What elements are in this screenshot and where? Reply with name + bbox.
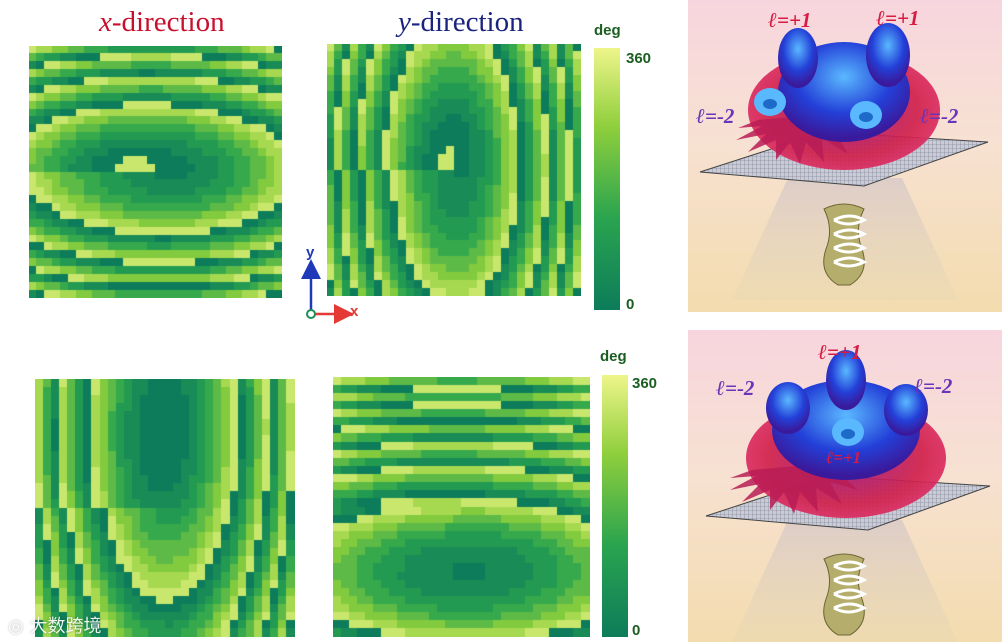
colorbar-bottom-unit: deg (600, 348, 627, 365)
x-heading-suffix: -direction (111, 6, 225, 38)
x-direction-heading: x-direction (99, 5, 225, 39)
watermark: ◎ 大数跨境 (8, 612, 101, 638)
top-label-4: ℓ=-2 (920, 104, 959, 128)
colorbar-top (594, 48, 620, 310)
phase-map-top-y (327, 44, 581, 296)
x-axis-label: x (350, 303, 359, 320)
radiation-pattern-bottom-graphic (705, 350, 991, 642)
phase-map-top-x (29, 46, 282, 298)
colorbar-bottom-max: 360 (632, 375, 658, 392)
colorbar-bottom (602, 375, 628, 637)
origin-dot (306, 309, 316, 319)
phase-map-bottom-x (35, 379, 295, 637)
colorbar-top-max: 360 (626, 50, 652, 67)
y-direction-heading: y-direction (398, 5, 524, 39)
coordinate-axes (301, 259, 354, 324)
bottom-label-3: ℓ=-2 (914, 374, 953, 398)
bottom-label-4: ℓ=+1 (826, 448, 862, 467)
top-label-2: ℓ=+1 (876, 6, 920, 30)
top-label-3: ℓ=-2 (696, 104, 735, 128)
y-heading-prefix: y (398, 6, 411, 38)
y-heading-suffix: -direction (410, 6, 524, 38)
colorbar-bottom-min: 0 (632, 622, 641, 639)
colorbar-top-unit: deg (594, 22, 621, 39)
top-label-1: ℓ=+1 (768, 8, 812, 32)
phase-map-bottom-y (333, 377, 590, 637)
radiation-pattern-top: ℓ=+1 ℓ=+1 ℓ=-2 ℓ=-2 (688, 0, 1002, 312)
x-heading-prefix: x (99, 6, 112, 38)
watermark-text: 大数跨境 (29, 616, 102, 637)
colorbar-top-min: 0 (626, 296, 635, 313)
y-axis-label: y (306, 244, 315, 261)
radiation-pattern-bottom: ℓ=+1 ℓ=-2 ℓ=-2 ℓ=+1 (688, 330, 1002, 642)
radiation-pattern-top-graphic (699, 23, 989, 300)
bottom-label-2: ℓ=-2 (716, 376, 755, 400)
bottom-label-1: ℓ=+1 (818, 340, 862, 364)
watermark-logo-icon: ◎ (8, 616, 24, 637)
